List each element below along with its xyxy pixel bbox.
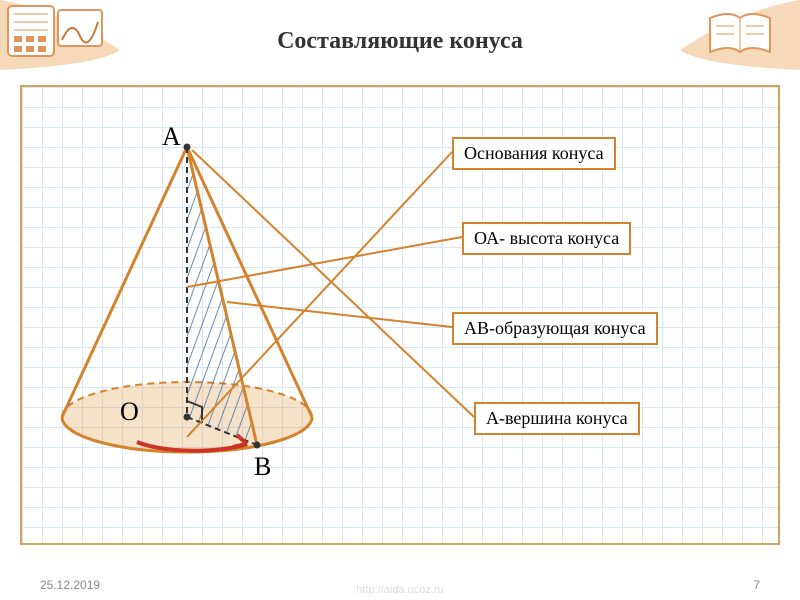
callout-base: Основания конуса: [452, 137, 616, 170]
point-label-B: B: [254, 452, 271, 482]
callout-apex: А-вершина конуса: [474, 402, 640, 435]
point-label-O: O: [120, 397, 139, 427]
grid-panel: A O B Основания конуса ОА- высота конуса…: [20, 85, 780, 545]
callout-slant: АВ-образующая конуса: [452, 312, 658, 345]
page-title: Составляющие конуса: [0, 28, 800, 55]
cone-diagram: [22, 87, 782, 547]
callout-height: ОА- высота конуса: [462, 222, 631, 255]
footer-url: http://aida.ucoz.ru: [356, 584, 443, 596]
footer-date: 25.12.2019: [40, 578, 100, 592]
point-label-A: A: [162, 122, 181, 152]
footer-page: 7: [753, 578, 760, 592]
